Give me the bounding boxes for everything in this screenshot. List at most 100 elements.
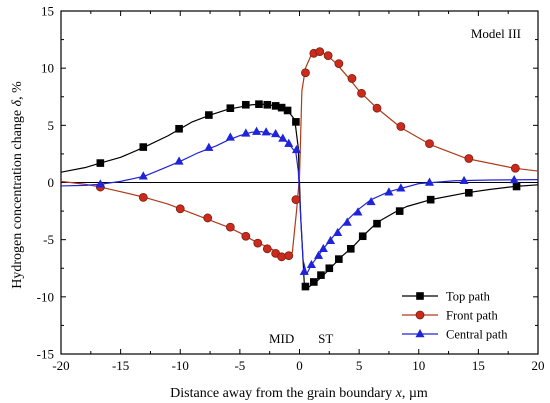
y-tick-label: 5: [48, 118, 55, 133]
data-point: [335, 255, 343, 263]
data-point: [357, 88, 366, 98]
data-point: [459, 175, 469, 185]
data-point: [241, 128, 251, 137]
data-point: [347, 74, 357, 83]
data-point: [95, 179, 105, 188]
data-point: [512, 182, 521, 191]
data-point: [318, 243, 328, 253]
data-point: [139, 143, 148, 151]
data-point: [465, 188, 473, 197]
data-point: [175, 204, 185, 214]
data-point: [310, 278, 318, 286]
x-axis-title-unit: , µm: [402, 386, 428, 401]
legend-item-front-path: Front path: [402, 309, 498, 323]
y-axis-title-unit: , %: [10, 81, 25, 100]
data-point: [225, 222, 235, 232]
x-tick-label: 10: [412, 358, 425, 373]
data-point: [262, 244, 272, 254]
data-point: [299, 266, 309, 275]
data-point: [283, 106, 292, 115]
model-annotation: Model III: [471, 26, 521, 41]
data-point: [205, 111, 213, 119]
legend-item-top-path: Top path: [402, 290, 491, 304]
data-point: [373, 219, 381, 228]
data-point: [333, 227, 343, 237]
data-point: [291, 144, 302, 154]
series-front-path: [61, 47, 538, 262]
legend-label: Top path: [446, 290, 491, 304]
data-point: [253, 238, 263, 248]
y-axis-title-variable: δ: [10, 99, 25, 106]
data-point: [372, 103, 382, 113]
x-tick-label: -5: [234, 358, 245, 373]
y-axis-title: Hydrogen concentration change δ, %: [10, 81, 25, 289]
data-point: [509, 175, 519, 184]
x-tick-label: -10: [172, 358, 189, 373]
data-point: [138, 192, 148, 202]
data-point: [396, 183, 406, 192]
data-point: [306, 259, 316, 269]
data-point: [242, 100, 250, 109]
y-tick-label: -5: [43, 232, 54, 247]
data-point: [384, 187, 394, 196]
region-labels: MID ST: [269, 331, 333, 346]
series-top-path: [61, 100, 538, 291]
data-point: [204, 142, 214, 151]
data-point: [292, 118, 300, 126]
x-tick-label: 20: [532, 358, 545, 373]
legend: Top path Front path Central path: [402, 290, 508, 342]
data-point: [464, 154, 474, 163]
x-axis-title: Distance away from the grain boundary x,…: [170, 386, 428, 401]
x-tick-label: -20: [52, 358, 69, 373]
data-point: [271, 128, 281, 138]
data-point: [323, 51, 333, 60]
data-point: [510, 163, 520, 173]
data-point: [325, 264, 334, 273]
data-point: [325, 235, 336, 245]
data-point: [314, 250, 324, 259]
x-axis-title-variable: x: [395, 386, 403, 401]
data-point: [425, 139, 434, 149]
data-point: [301, 282, 310, 291]
legend-label: Central path: [446, 328, 508, 342]
legend-item-central-path: Central path: [402, 328, 508, 342]
region-label-mid: MID: [269, 331, 294, 346]
legend-marker: [415, 310, 425, 320]
data-point: [225, 132, 235, 141]
y-tick-label: 0: [48, 175, 55, 190]
x-axis-title-main: Distance away from the grain boundary: [170, 386, 395, 401]
data-point: [138, 171, 148, 180]
x-tick-label: -15: [112, 358, 129, 373]
data-point: [346, 245, 355, 253]
data-point: [261, 127, 271, 136]
x-tick-label: 0: [296, 358, 303, 373]
data-point: [174, 156, 184, 165]
region-label-st: ST: [318, 331, 333, 346]
data-point: [395, 207, 404, 215]
y-tick-label: 10: [41, 61, 54, 76]
data-point: [291, 195, 301, 205]
data-point: [334, 59, 344, 68]
series-line: [61, 50, 538, 258]
data-point: [315, 47, 325, 56]
legend-marker: [415, 329, 425, 338]
y-tick-label: -15: [37, 347, 54, 362]
series-central-path: [61, 126, 538, 275]
data-point: [301, 68, 310, 78]
legend-marker: [416, 292, 424, 300]
data-point: [353, 207, 363, 216]
data-point: [175, 124, 183, 133]
x-tick-label: 5: [356, 358, 363, 373]
data-point: [203, 213, 213, 223]
data-point: [317, 271, 325, 279]
data-point: [252, 126, 262, 135]
data-point: [96, 159, 105, 167]
data-point: [284, 138, 294, 147]
data-point: [255, 100, 263, 108]
data-point: [241, 231, 251, 241]
y-axis-title-main: Hydrogen concentration change: [10, 106, 25, 288]
legend-label: Front path: [446, 309, 498, 323]
data-point: [226, 104, 235, 112]
